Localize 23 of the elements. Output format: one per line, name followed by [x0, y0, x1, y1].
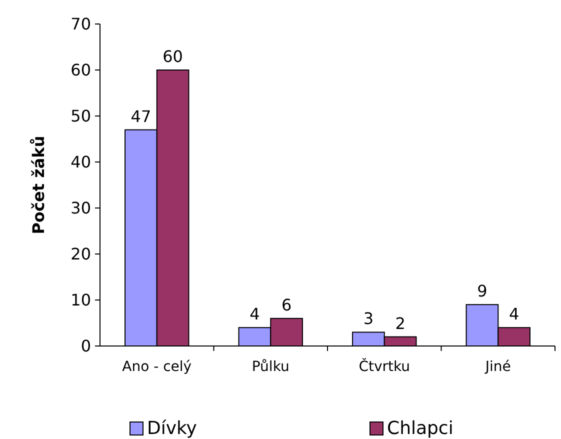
- data-label: 4: [250, 304, 260, 324]
- data-label: 60: [162, 47, 183, 66]
- x-tick-label: Půlku: [252, 359, 290, 375]
- legend-label: Chlapci: [387, 418, 454, 439]
- y-tick-label: 60: [70, 60, 91, 80]
- y-axis-title: Počet žáků: [29, 136, 48, 234]
- data-label: 2: [395, 314, 406, 333]
- y-tick-label: 10: [70, 290, 91, 310]
- y-tick-label: 0: [80, 336, 91, 356]
- data-label: 9: [477, 282, 488, 301]
- y-tick-label: 50: [70, 106, 91, 126]
- y-tick-label: 40: [70, 152, 91, 172]
- y-tick-label: 70: [70, 14, 91, 34]
- x-tick-label: Čtvrtku: [358, 358, 410, 375]
- data-label: 47: [130, 106, 152, 126]
- x-tick-label: Jiné: [484, 359, 511, 375]
- y-tick-label: 30: [70, 198, 91, 218]
- y-tick-label: 20: [70, 244, 91, 264]
- data-label: 3: [363, 309, 374, 328]
- x-tick-label: Ano - celý: [122, 359, 192, 375]
- legend-label: Dívky: [147, 418, 198, 439]
- data-label: 4: [508, 304, 520, 324]
- data-label: 6: [281, 295, 292, 314]
